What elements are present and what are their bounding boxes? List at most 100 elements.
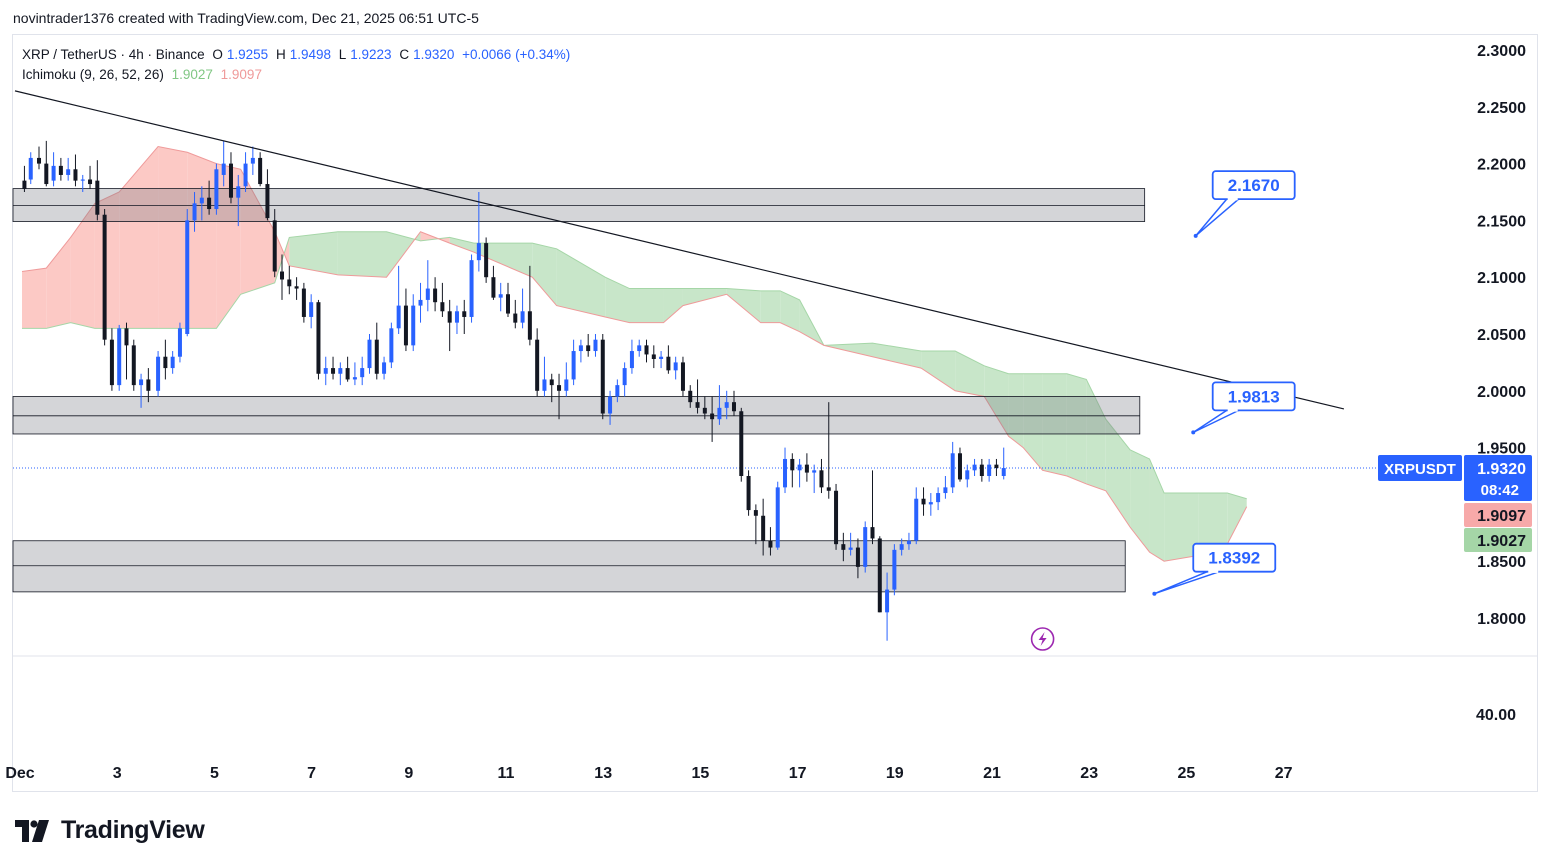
- callout-box-1[interactable]: [1211, 170, 1296, 200]
- candle[interactable]: [243, 163, 248, 187]
- candle[interactable]: [139, 379, 144, 386]
- candle[interactable]: [433, 288, 438, 303]
- sr-zone-1[interactable]: [12, 188, 1146, 222]
- candle[interactable]: [622, 368, 627, 386]
- candle[interactable]: [221, 163, 226, 175]
- candle[interactable]: [877, 538, 882, 613]
- candle[interactable]: [447, 311, 452, 323]
- candle[interactable]: [265, 184, 270, 219]
- candle[interactable]: [651, 354, 656, 359]
- candle[interactable]: [454, 311, 459, 323]
- candle[interactable]: [95, 180, 100, 215]
- candle[interactable]: [615, 385, 620, 397]
- candle[interactable]: [170, 356, 175, 369]
- candle[interactable]: [331, 368, 336, 374]
- candle[interactable]: [921, 498, 926, 505]
- candle[interactable]: [593, 339, 598, 352]
- candle[interactable]: [440, 302, 445, 312]
- candle[interactable]: [294, 286, 299, 289]
- candle[interactable]: [250, 157, 255, 164]
- candle[interactable]: [549, 379, 554, 386]
- candle[interactable]: [469, 260, 474, 317]
- candle[interactable]: [214, 169, 219, 210]
- candle[interactable]: [146, 379, 151, 391]
- candle[interactable]: [724, 402, 729, 408]
- candle[interactable]: [360, 368, 365, 378]
- candle[interactable]: [287, 279, 292, 287]
- candle[interactable]: [586, 345, 591, 352]
- candle[interactable]: [272, 220, 277, 272]
- candle[interactable]: [629, 351, 634, 369]
- candle[interactable]: [527, 311, 532, 340]
- candle[interactable]: [688, 390, 693, 403]
- candle[interactable]: [812, 470, 817, 473]
- candle[interactable]: [834, 490, 839, 545]
- candle[interactable]: [374, 339, 379, 374]
- candle[interactable]: [131, 345, 136, 386]
- legend-ichimoku-label[interactable]: Ichimoku (9, 26, 52, 26): [22, 67, 164, 82]
- candle[interactable]: [506, 294, 510, 314]
- candle[interactable]: [542, 379, 547, 391]
- callout-box-3[interactable]: [1192, 542, 1277, 573]
- candle[interactable]: [644, 345, 649, 355]
- candle[interactable]: [761, 515, 766, 541]
- candle[interactable]: [571, 351, 576, 380]
- candle[interactable]: [425, 288, 430, 300]
- candle[interactable]: [753, 510, 758, 516]
- candle[interactable]: [88, 179, 93, 185]
- candle[interactable]: [199, 197, 204, 204]
- candle[interactable]: [768, 540, 773, 548]
- candle[interactable]: [316, 302, 321, 374]
- tradingview-logo[interactable]: TradingView: [15, 816, 205, 845]
- candle[interactable]: [928, 502, 933, 505]
- candle[interactable]: [236, 186, 241, 198]
- candle[interactable]: [841, 544, 846, 550]
- candle[interactable]: [783, 458, 788, 488]
- candle[interactable]: [965, 470, 970, 480]
- candle[interactable]: [44, 163, 49, 185]
- candle[interactable]: [680, 362, 685, 391]
- candle[interactable]: [338, 368, 343, 374]
- candle[interactable]: [906, 540, 911, 545]
- candle[interactable]: [228, 163, 233, 198]
- candle[interactable]: [892, 549, 897, 590]
- candle[interactable]: [826, 487, 831, 491]
- candle[interactable]: [323, 368, 328, 374]
- candle[interactable]: [863, 527, 868, 567]
- candle[interactable]: [411, 305, 416, 346]
- candle[interactable]: [396, 305, 401, 329]
- candle[interactable]: [185, 220, 190, 334]
- candle[interactable]: [535, 339, 540, 391]
- candle[interactable]: [418, 299, 423, 306]
- candle[interactable]: [389, 328, 394, 363]
- candle[interactable]: [80, 179, 85, 181]
- candle[interactable]: [309, 302, 314, 317]
- candle[interactable]: [637, 345, 642, 352]
- candle[interactable]: [979, 464, 984, 476]
- legend-symbol[interactable]: XRP / TetherUS · 4h · Binance: [22, 47, 205, 62]
- candle[interactable]: [987, 464, 992, 476]
- candle[interactable]: [163, 356, 168, 369]
- candle[interactable]: [301, 288, 306, 317]
- candle[interactable]: [476, 243, 481, 261]
- callout-box-2[interactable]: [1211, 381, 1296, 412]
- candle[interactable]: [280, 271, 285, 280]
- candle[interactable]: [124, 328, 129, 346]
- candle[interactable]: [491, 277, 496, 298]
- sr-zone-3[interactable]: [12, 540, 1126, 593]
- candle[interactable]: [994, 464, 999, 469]
- candle[interactable]: [192, 203, 197, 221]
- candle[interactable]: [943, 487, 948, 494]
- candle[interactable]: [972, 464, 977, 471]
- candle[interactable]: [367, 339, 372, 369]
- candle[interactable]: [109, 339, 114, 386]
- candle[interactable]: [659, 356, 664, 359]
- candle[interactable]: [102, 214, 107, 340]
- symbol-badge[interactable]: [1378, 455, 1462, 482]
- candle[interactable]: [848, 547, 853, 550]
- candle[interactable]: [117, 328, 122, 386]
- candle[interactable]: [382, 362, 387, 374]
- candle[interactable]: [484, 243, 489, 278]
- candle[interactable]: [914, 498, 919, 541]
